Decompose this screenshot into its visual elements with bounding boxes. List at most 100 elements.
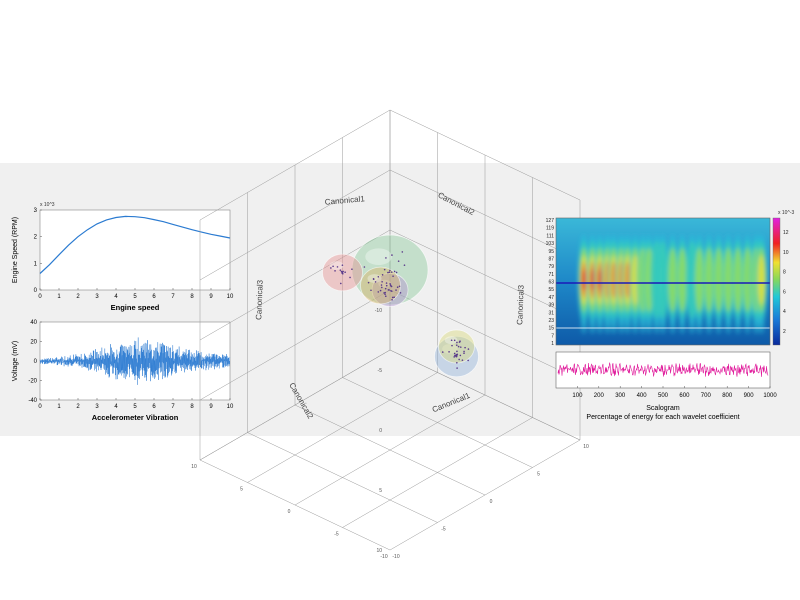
y-axis-label: Voltage (mV) — [12, 341, 19, 381]
colorbar-tick-label: 6 — [783, 289, 786, 295]
x-tick-label: 0 — [38, 294, 42, 300]
cluster-point — [332, 265, 334, 268]
cluster-point — [367, 281, 370, 284]
chart-title: Accelerometer Vibration — [92, 413, 179, 422]
x-tick-label: 1 — [57, 294, 61, 300]
cluster-point — [370, 289, 372, 292]
scalogram-frame — [555, 217, 771, 346]
cluster-point — [372, 278, 375, 280]
x-tick-label: 7 — [171, 404, 175, 410]
cluster-point — [374, 281, 377, 283]
x-tick-label: 800 — [722, 393, 733, 399]
cluster-point — [395, 271, 398, 274]
cluster-ellipsoid — [360, 266, 401, 305]
x-tick-label: 6 — [152, 294, 156, 300]
cluster-point — [456, 341, 458, 344]
cluster-point — [339, 269, 342, 271]
scalogram-band-low — [604, 318, 611, 334]
y-tick-label: 119 — [546, 226, 554, 232]
scalogram-band — [694, 248, 704, 312]
grid-line — [389, 349, 581, 441]
y-tick-label: -40 — [28, 398, 37, 404]
y-tick-label: 1 — [551, 341, 554, 347]
cluster-point — [453, 352, 456, 355]
scalogram-band — [657, 241, 669, 319]
x-tick-label: 2 — [76, 404, 80, 410]
colorbar-tick-label: 8 — [783, 270, 786, 276]
cluster-point — [385, 257, 387, 259]
cluster-point — [391, 296, 394, 299]
x-tick-label: 1 — [57, 404, 61, 410]
x-tick-label: 700 — [701, 393, 712, 399]
cluster-point — [341, 271, 344, 274]
x-tick-label: 300 — [615, 393, 626, 399]
axis-label-canonical2-lower: Canonical2 — [287, 381, 315, 421]
engine-speed-plot: 0 1 2 3 4 5 6 7 8 9 10 0 1 2 3 Engine speed Engine Spe… — [12, 202, 234, 312]
cluster-point — [391, 254, 393, 256]
scalogram-band — [714, 248, 724, 312]
grid-line — [342, 377, 533, 468]
y-tick-label: 0 — [34, 359, 38, 365]
scalogram-band-low — [653, 318, 660, 334]
signal-line — [557, 362, 769, 377]
cluster-point — [377, 275, 380, 278]
cluster-highlight — [365, 248, 392, 266]
cluster-point — [398, 285, 401, 288]
cluster-point — [381, 286, 383, 289]
scalogram-band-low — [589, 318, 596, 334]
tick-label: 5 — [240, 487, 243, 493]
tick-label: -10 — [392, 554, 399, 560]
vibration-plot: 0 1 2 3 4 5 6 7 8 9 10 -40 -20 0 20 40 Accelerometer Vi… — [12, 320, 234, 422]
tick-label: 0 — [490, 499, 493, 505]
tick-label: 0 — [379, 428, 382, 434]
cluster-point — [456, 353, 459, 356]
cluster-point — [401, 251, 404, 253]
cluster-point — [387, 271, 389, 274]
x-tick-label: 500 — [658, 393, 669, 399]
cluster-point — [377, 291, 380, 293]
cluster-point — [393, 270, 396, 273]
grid-line — [389, 289, 581, 381]
x-tick-label: 10 — [227, 404, 234, 410]
tick-label: 0 — [288, 509, 291, 515]
cluster-highlight — [367, 274, 382, 283]
cluster-point — [463, 350, 465, 353]
cluster-point — [457, 345, 460, 348]
y-axis-label: Engine Speed (RPM) — [12, 217, 19, 283]
grid-line — [294, 404, 486, 496]
x-tick-label: 5 — [133, 404, 137, 410]
x-tick-label: 8 — [190, 404, 194, 410]
y-tick-label: 79 — [548, 264, 554, 270]
x-tick-label: 1000 — [763, 393, 777, 399]
cluster-point — [379, 289, 382, 292]
tick-label: -5 — [334, 532, 339, 538]
cluster-point — [390, 271, 393, 273]
y-tick-label: 87 — [548, 256, 554, 262]
cluster-point — [336, 266, 339, 268]
grid-line — [389, 229, 581, 321]
y-tick-label: 23 — [548, 318, 554, 324]
scalogram-band-low — [624, 318, 631, 334]
cluster-point — [464, 346, 466, 349]
x-tick-label: 3 — [95, 404, 99, 410]
scalogram-band-low — [669, 318, 676, 334]
y-tick-label: 1 — [34, 261, 38, 267]
y-tick-label: 20 — [30, 340, 37, 346]
scalogram-band-low — [744, 318, 751, 334]
cluster-point — [384, 291, 386, 294]
x-tick-label: 100 — [572, 393, 583, 399]
x-tick-label: 10 — [227, 294, 234, 300]
colorbar-tick-label: 2 — [783, 329, 786, 335]
colorbar-tick-label: 12 — [783, 230, 789, 236]
cluster-point — [351, 268, 353, 270]
grid-line — [389, 109, 581, 201]
chart-title: Scalogram — [646, 405, 680, 412]
scalogram-band — [743, 248, 752, 312]
y-tick-label: 55 — [548, 287, 554, 293]
cluster-ellipsoid — [438, 329, 475, 364]
cluster-point — [344, 271, 346, 273]
x-tick-label: 3 — [95, 294, 99, 300]
cluster-point — [384, 295, 387, 298]
cluster-point — [453, 339, 456, 342]
